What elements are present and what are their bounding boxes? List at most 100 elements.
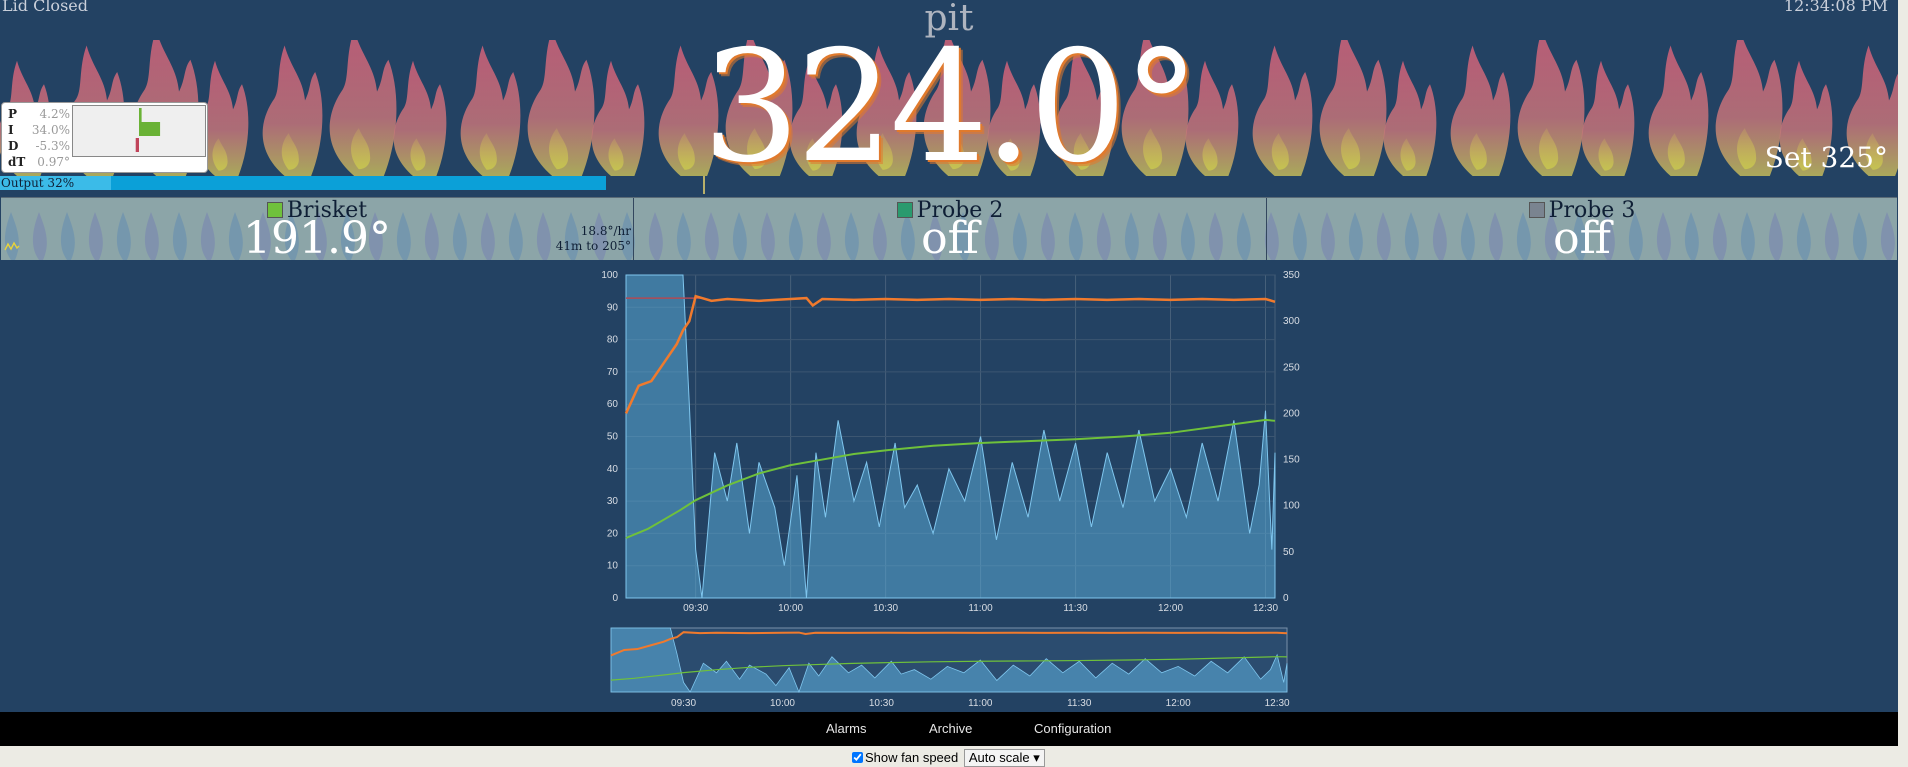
pid-row-p: P 4.2% xyxy=(6,107,70,122)
probe-flame xyxy=(368,212,383,260)
probe-flame xyxy=(1544,212,1559,260)
probe-flame xyxy=(1292,212,1307,260)
probe-flame xyxy=(1488,212,1503,260)
y-right-tick-label: 50 xyxy=(1283,547,1295,558)
pid-bars xyxy=(135,108,161,152)
page-margin xyxy=(1898,0,1908,762)
pid-bar-graph xyxy=(72,105,206,157)
probe-flame xyxy=(1600,212,1615,260)
probe-flame xyxy=(1320,212,1335,260)
probe-flame xyxy=(144,212,159,260)
y-left-tick-label: 80 xyxy=(607,335,619,346)
probe-cell-probe2[interactable]: Probe 2 off xyxy=(634,198,1266,264)
probe-flame xyxy=(508,212,523,260)
probe-flame xyxy=(592,212,607,260)
x-tick-label: 12:00 xyxy=(1158,603,1183,614)
temperature-chart[interactable]: 0 10 20 30 40 50 60 70 80 90 100 0 50 100 150 200 250 300… xyxy=(0,0,1898,712)
probe-cell-probe3[interactable]: Probe 3 off xyxy=(1267,198,1897,264)
probe-flame xyxy=(1460,212,1475,260)
y-right-tick-label: 0 xyxy=(1283,593,1289,604)
probe-flame xyxy=(1040,212,1055,260)
show-fan-speed-label: Show fan speed xyxy=(865,750,959,765)
scale-select-value: Auto scale xyxy=(968,750,1030,765)
x-tick-label: 09:30 xyxy=(683,603,708,614)
x-tick-label: 11:00 xyxy=(968,603,993,614)
probe-color-swatch xyxy=(1528,202,1545,218)
probe-flame xyxy=(1180,212,1195,260)
sparkline-icon[interactable] xyxy=(4,240,20,252)
probe-flame xyxy=(1740,212,1755,260)
y-left-tick-label: 100 xyxy=(601,270,618,281)
pid-panel: P 4.2% I 34.0% D -5.3% dT 0.97° xyxy=(1,102,208,173)
probe-flame xyxy=(200,212,215,260)
overview-fan-area xyxy=(610,627,1288,694)
probe-flame xyxy=(1208,212,1223,260)
probe-flame xyxy=(816,212,831,260)
probe-flame xyxy=(424,212,439,260)
y-right-tick-label: 250 xyxy=(1283,362,1300,373)
probe-name-text: Probe 3 xyxy=(1548,198,1636,223)
probe-flame xyxy=(88,212,103,260)
scale-select[interactable]: Auto scale ▾ xyxy=(963,749,1045,767)
probe-flame xyxy=(1432,212,1447,260)
probe-color-swatch xyxy=(266,202,283,218)
overview-pit-line xyxy=(610,631,1288,657)
setpoint[interactable]: Set 325° xyxy=(1764,141,1888,174)
nav-archive-link[interactable]: Archive xyxy=(929,721,973,736)
chart-controls: Show fan speed Auto scale ▾ xyxy=(852,749,1045,767)
output-bar: Output 32% xyxy=(0,176,606,190)
probe-flame xyxy=(564,212,579,260)
probe-flame xyxy=(1012,212,1027,260)
y-left-tick-label: 30 xyxy=(607,496,619,507)
probe-flame xyxy=(1712,212,1727,260)
y-left-tick-label: 60 xyxy=(607,399,619,410)
probe-flame xyxy=(1880,212,1895,260)
probe-flame xyxy=(228,212,243,260)
x-tick-label: 10:30 xyxy=(873,603,898,614)
overview-x-tick-label: 12:00 xyxy=(1166,698,1191,709)
probe-eta: 41m to 205° xyxy=(555,239,631,253)
probe-name-text: Probe 2 xyxy=(916,198,1004,223)
y-left-tick-label: 10 xyxy=(607,561,619,572)
pid-row-dt: dT 0.97° xyxy=(6,155,70,170)
probe-flame-pattern xyxy=(4,212,1895,260)
probe-divider xyxy=(1266,198,1267,260)
probe-flame xyxy=(116,212,131,260)
probe-flame xyxy=(1628,212,1643,260)
output-marker xyxy=(703,176,705,194)
probe-flame xyxy=(1264,212,1279,260)
main-plot-area: 0 10 20 30 40 50 60 70 80 90 100 0 50 100 150 200 250 300… xyxy=(601,270,1300,614)
probe-flame xyxy=(1824,212,1839,260)
probe-flame xyxy=(676,212,691,260)
bottom-nav: Alarms Archive Configuration xyxy=(0,712,1898,746)
probe-flame xyxy=(1572,212,1587,260)
probe-flame xyxy=(704,212,719,260)
show-fan-speed-checkbox[interactable] xyxy=(852,752,863,763)
overview-chart: 09:30 10:00 10:30 11:00 11:30 12:00 12:30 xyxy=(610,627,1290,709)
series-fan-speed xyxy=(625,274,1276,599)
probe-name-text: Brisket xyxy=(286,198,368,223)
y-right-tick-label: 200 xyxy=(1283,408,1300,419)
y-left-tick-label: 50 xyxy=(607,432,619,443)
nav-configuration-link[interactable]: Configuration xyxy=(1034,721,1112,736)
probe-flame xyxy=(760,212,775,260)
probe-temperature: off xyxy=(921,213,979,264)
probe-color-swatch xyxy=(896,202,913,218)
probe-name: Probe 2 xyxy=(634,198,1266,223)
probe-flame xyxy=(1096,212,1111,260)
probe-flame xyxy=(60,212,75,260)
probe-cell-brisket[interactable]: Brisket 191.9° 18.8°/hr 41m to 205° xyxy=(1,198,633,264)
probe-name: Probe 3 xyxy=(1267,198,1897,223)
probe-flame xyxy=(844,212,859,260)
clock: 12:34:08 PM xyxy=(1783,0,1888,15)
probe-flame xyxy=(1796,212,1811,260)
pid-value: 34.0% xyxy=(31,123,70,137)
output-label: Output 32% xyxy=(1,176,75,190)
y-left-tick-label: 40 xyxy=(607,464,619,475)
nav-alarms-link[interactable]: Alarms xyxy=(826,721,867,736)
pit-temperature: 324.0° xyxy=(702,18,1200,197)
lid-status: Lid Closed xyxy=(2,0,88,15)
pid-label: P xyxy=(8,107,18,121)
pid-bar xyxy=(135,138,139,152)
pid-row-d: D -5.3% xyxy=(6,139,70,154)
